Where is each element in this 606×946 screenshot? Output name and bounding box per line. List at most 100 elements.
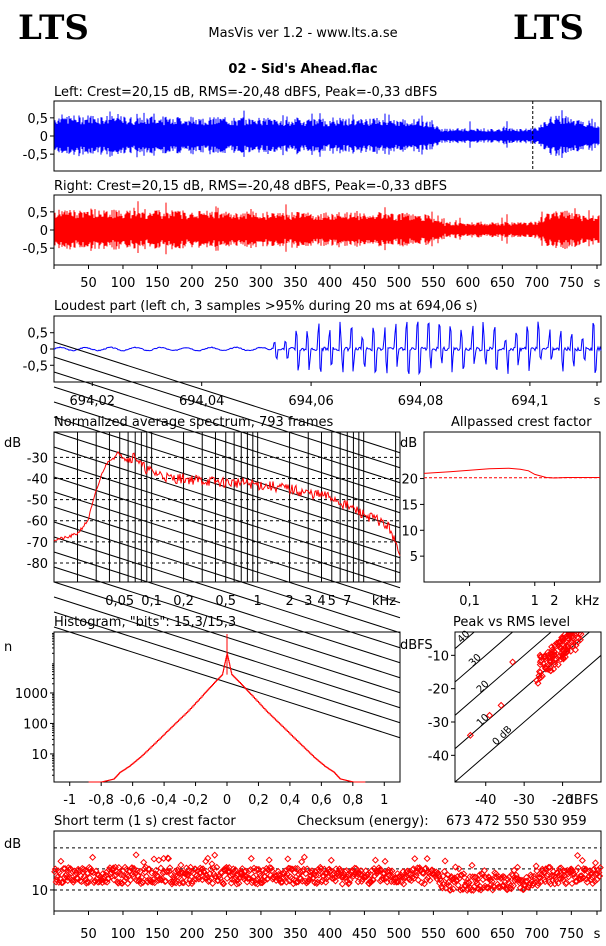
- short-term-crest-point: [383, 878, 391, 886]
- peak-vs-rms-crest-diagonal: [455, 632, 591, 750]
- short-term-crest-point: [473, 876, 482, 884]
- loudest-part-ytick-label: -0,5: [23, 359, 48, 374]
- histogram-title: Histogram, "bits": 15,3/15,3: [54, 615, 236, 630]
- peak-vs-rms-point: [563, 633, 571, 641]
- short-term-crest-point: [562, 879, 571, 887]
- short-term-crest-point: [138, 873, 146, 881]
- short-term-crest-point: [327, 856, 335, 864]
- histogram-xtick-label: 0: [223, 793, 231, 808]
- short-term-crest-point: [142, 872, 150, 880]
- avg-spectrum-slope-line: [53, 491, 401, 604]
- allpassed-crest-ytick-label: 5: [410, 550, 418, 565]
- loudest-part-xtick-label: 694,1: [511, 394, 548, 409]
- short-term-crest-point: [238, 869, 246, 878]
- avg-spectrum-ylabel: dB: [4, 436, 21, 451]
- short-term-crest-point: [55, 868, 64, 876]
- short-term-crest-point: [145, 865, 153, 873]
- short-term-crest-xtick-label: 700: [524, 927, 549, 942]
- histogram-xtick-label: 0,4: [280, 793, 301, 808]
- allpassed-crest-ytick-label: 15: [401, 498, 418, 513]
- avg-spectrum-xtick-label: 7: [343, 594, 351, 609]
- peak-vs-rms-title: Peak vs RMS level: [453, 615, 570, 630]
- avg-spectrum-slope-line: [53, 446, 401, 559]
- peak-vs-rms-ytick-label: -40: [428, 749, 449, 764]
- short-term-crest-point: [596, 872, 604, 880]
- time-axis-label: s: [594, 276, 601, 291]
- short-term-crest-point: [509, 882, 517, 890]
- peak-vs-rms-point: [569, 634, 577, 643]
- short-term-crest-point: [455, 865, 463, 873]
- peak-vs-rms-point: [577, 620, 583, 626]
- left-waveform-ytick-label: -0,5: [23, 148, 48, 163]
- short-term-crest-point: [59, 878, 67, 886]
- short-term-crest-point: [73, 875, 81, 883]
- short-term-crest-point: [426, 876, 434, 884]
- left-waveform-trace: [54, 110, 600, 158]
- peak-vs-rms-point: [571, 646, 579, 654]
- short-term-crest-point: [211, 851, 219, 859]
- peak-vs-rms-point: [466, 731, 474, 739]
- peak-vs-rms-point: [578, 621, 584, 627]
- short-term-crest-checksum-label: Checksum (energy):: [297, 814, 429, 829]
- short-term-crest-point: [368, 866, 376, 874]
- histogram-xtick-label: -0,8: [88, 793, 113, 808]
- short-term-crest-point: [83, 878, 91, 886]
- histogram-ytick-label: 100: [23, 717, 48, 732]
- peak-vs-rms-point: [550, 647, 558, 655]
- short-term-crest-point: [510, 866, 518, 874]
- peak-vs-rms-crest-diagonal: [455, 632, 552, 716]
- short-term-crest-point: [583, 878, 591, 886]
- avg-spectrum-ytick-label: -80: [27, 557, 48, 572]
- short-term-crest-point: [149, 875, 157, 884]
- short-term-crest-point: [209, 879, 217, 887]
- short-term-crest-point: [388, 867, 396, 875]
- peak-vs-rms-point: [567, 638, 575, 646]
- time-axis-label: 450: [352, 276, 377, 291]
- short-term-crest-point: [565, 873, 573, 881]
- short-term-crest-point: [554, 879, 562, 887]
- avg-spectrum-xlabel: kHz: [372, 594, 396, 609]
- short-term-crest-point: [435, 872, 443, 880]
- short-term-crest-point: [381, 857, 389, 865]
- right-waveform-title: Right: Crest=20,15 dB, RMS=-20,48 dBFS, …: [54, 179, 447, 194]
- avg-spectrum-slope-line: [53, 551, 401, 664]
- avg-spectrum-ytick-label: -30: [27, 451, 48, 466]
- short-term-crest-point: [104, 875, 113, 883]
- short-term-crest-point: [207, 865, 215, 873]
- short-term-crest-point: [298, 858, 306, 866]
- allpassed-crest-ylabel: dB: [400, 436, 417, 451]
- short-term-crest-xtick-label: 200: [180, 927, 205, 942]
- histogram-xtick-label: 1: [380, 793, 388, 808]
- short-term-crest-point: [516, 884, 524, 892]
- peak-vs-rms-crest-diagonal: [455, 654, 601, 782]
- avg-spectrum-xtick-label: 5: [328, 594, 336, 609]
- peak-vs-rms-xtick-label: -20: [552, 793, 573, 808]
- peak-vs-rms-point: [537, 673, 545, 681]
- time-axis-label: 400: [318, 276, 343, 291]
- short-term-crest-point: [313, 878, 322, 886]
- loudest-part-title: Loudest part (left ch, 3 samples >95% du…: [54, 299, 478, 314]
- short-term-crest-point: [68, 876, 76, 884]
- short-term-crest-point: [371, 872, 379, 880]
- short-term-crest-point: [411, 855, 419, 863]
- short-term-crest-point: [223, 874, 231, 882]
- right-waveform-ytick-label: 0: [40, 224, 48, 239]
- avg-spectrum-ytick-label: -70: [27, 536, 48, 551]
- left-waveform-title: Left: Crest=20,15 dB, RMS=-20,48 dBFS, P…: [54, 85, 437, 100]
- short-term-crest-point: [366, 877, 374, 886]
- histogram-ytick-label: 10: [31, 748, 48, 763]
- short-term-crest-point: [93, 871, 101, 879]
- short-term-crest-checksum-value: 673 472 550 530 959: [446, 814, 587, 829]
- app-title: MasVis ver 1.2 - www.lts.a.se: [208, 26, 398, 41]
- short-term-crest-point: [460, 873, 468, 882]
- histogram-ytick-label: 1000: [15, 687, 48, 702]
- short-term-crest-point: [205, 876, 213, 884]
- avg-spectrum-slope-line: [53, 536, 401, 649]
- short-term-crest-point: [115, 864, 123, 872]
- right-waveform-ytick-label: -0,5: [23, 242, 48, 257]
- short-term-crest-point: [418, 879, 426, 887]
- avg-spectrum-xtick-label: 0,05: [105, 594, 134, 609]
- short-term-crest-point: [282, 878, 290, 886]
- short-term-crest-point: [57, 857, 65, 865]
- avg-spectrum-slope-line: [53, 356, 401, 469]
